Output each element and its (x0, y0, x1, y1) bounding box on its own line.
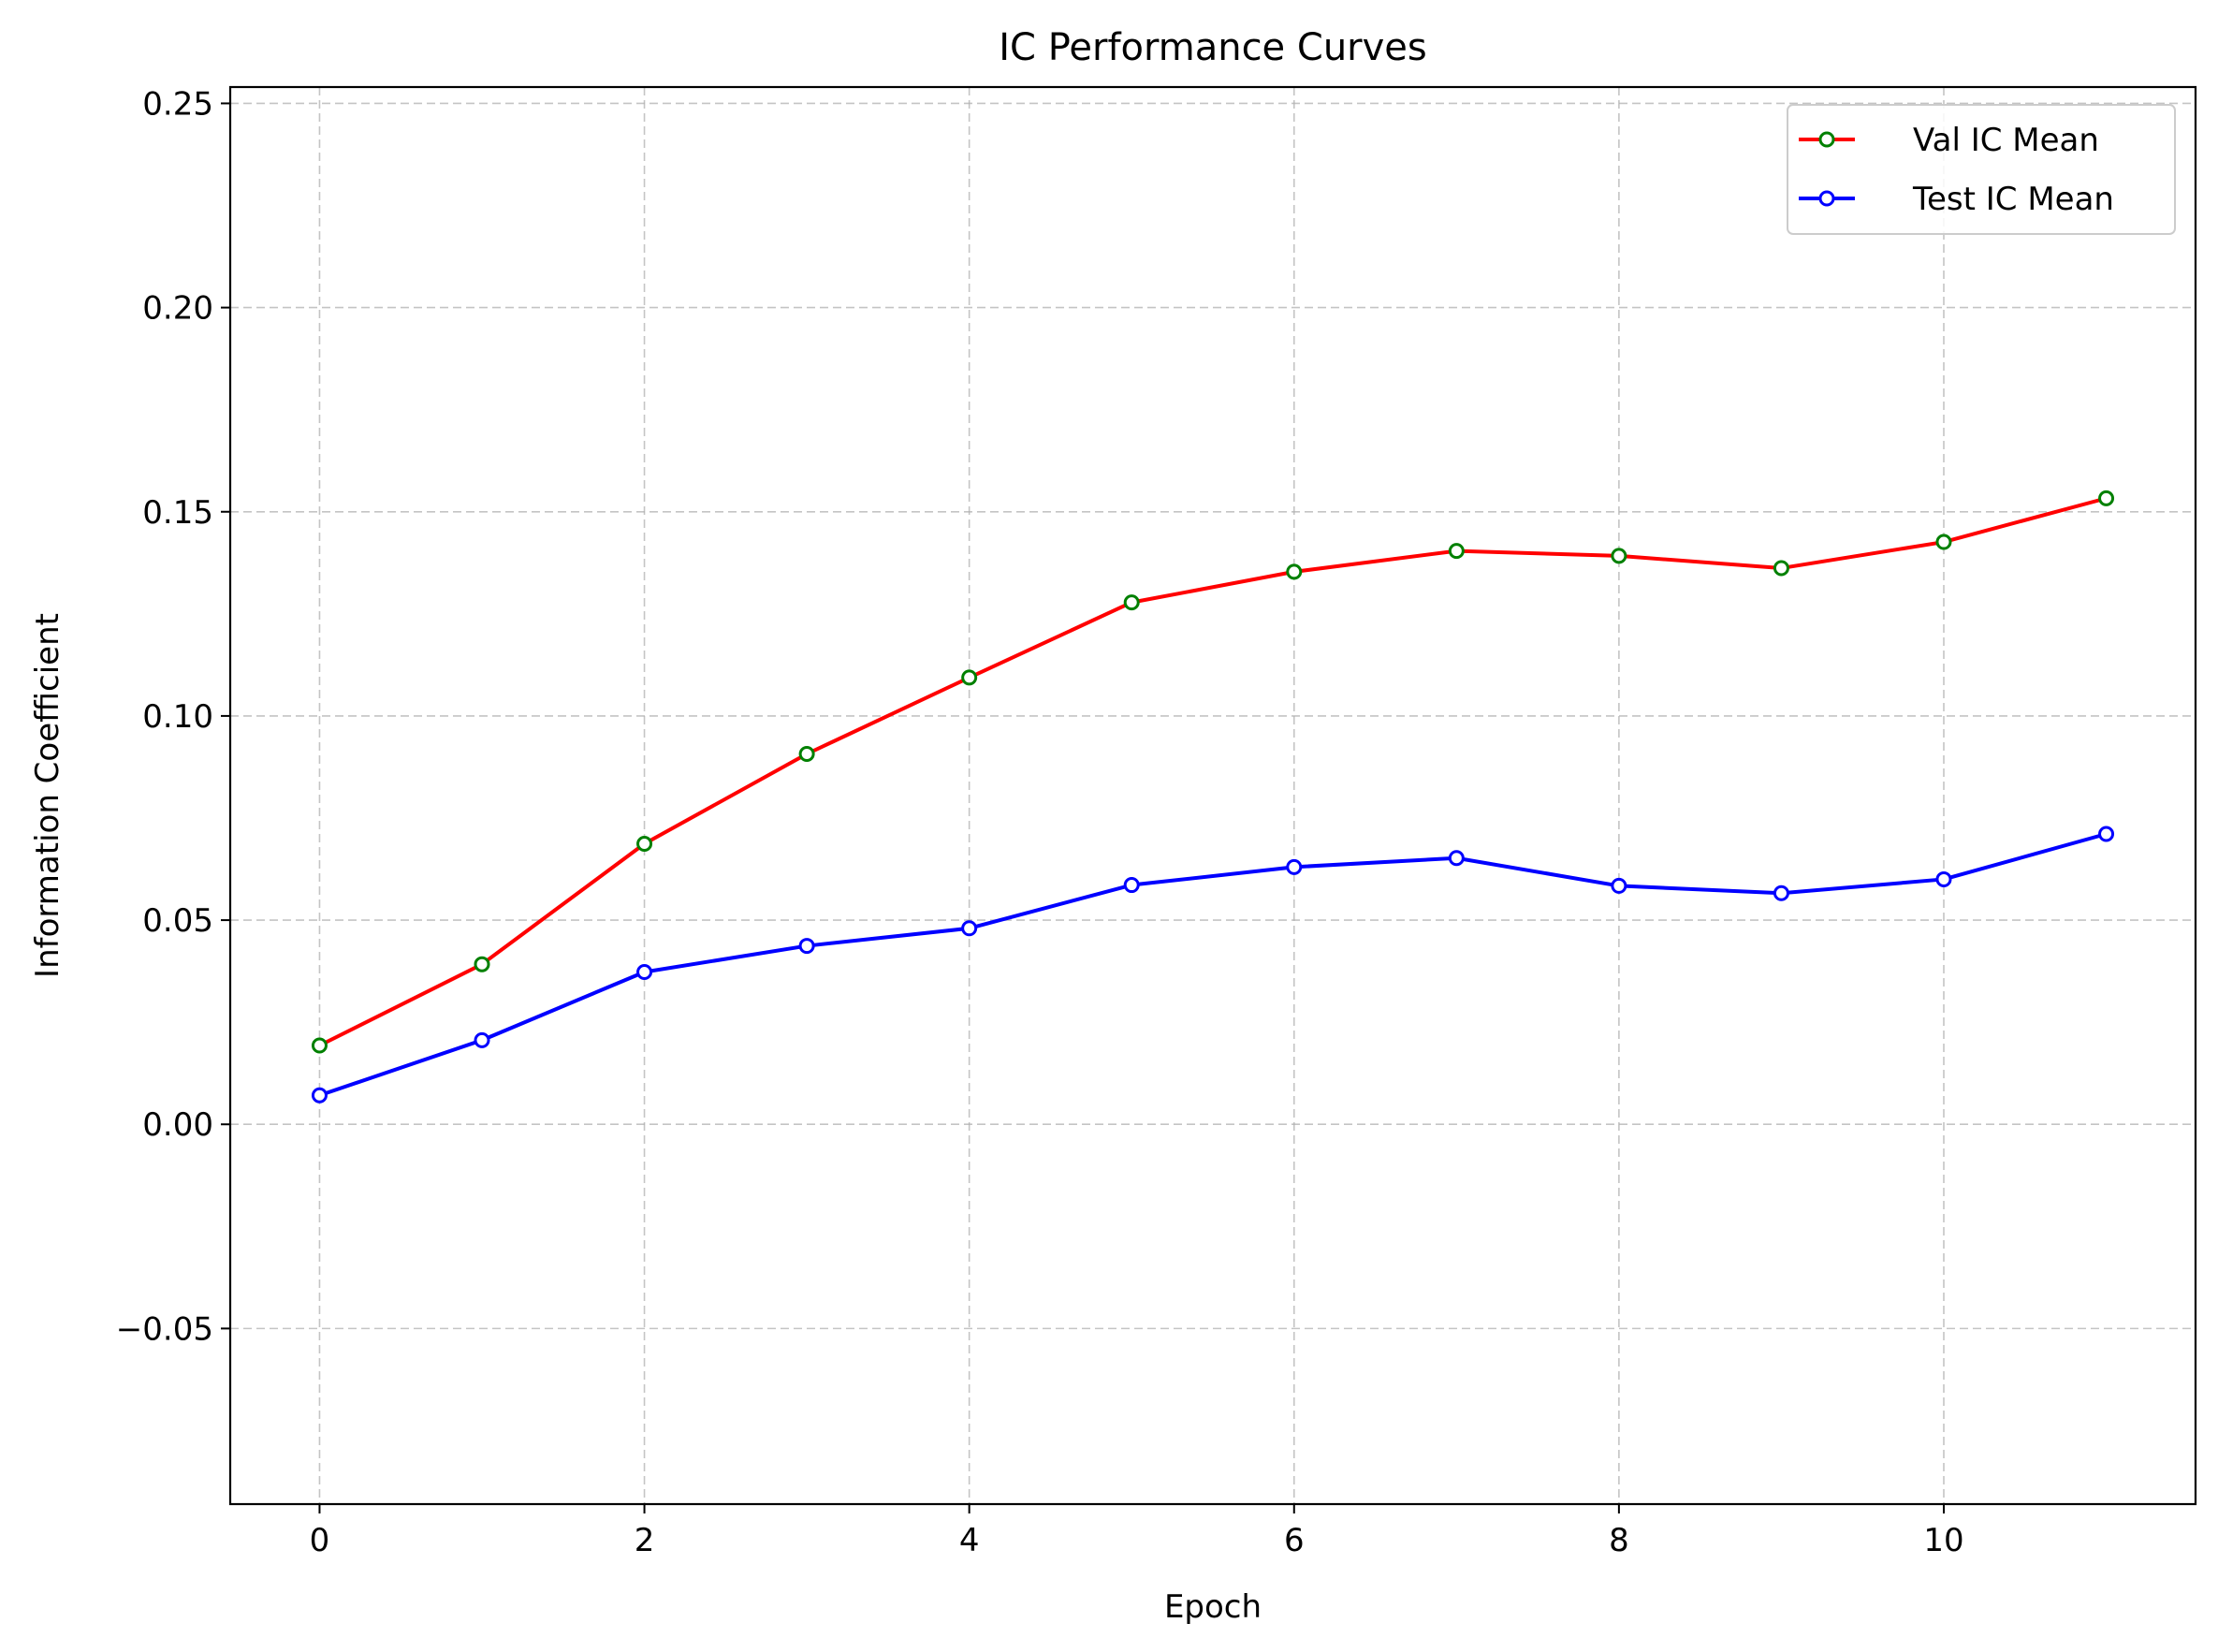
data-point-val (1611, 548, 1627, 564)
x-tick-label: 0 (310, 1522, 330, 1559)
data-point-val (474, 956, 490, 972)
legend-marker-test (1818, 190, 1835, 207)
x-tick-label: 4 (959, 1522, 980, 1559)
x-tick-label: 10 (1923, 1522, 1963, 1559)
y-tick-label: 0.20 (142, 290, 213, 328)
y-tick-label: 0.25 (142, 85, 213, 123)
data-point-test (2098, 826, 2115, 842)
data-point-val (798, 745, 815, 762)
y-tick-label: −0.05 (116, 1310, 213, 1348)
legend: Val IC Mean Test IC Mean (1787, 104, 2176, 235)
grid-lines (230, 87, 2196, 1504)
series-test (311, 826, 2115, 1104)
data-point-val (1286, 563, 1303, 580)
legend-label-val: Val IC Mean (1913, 122, 2099, 159)
axis-ticks: 0 2 4 6 8 10 −0.05 0.00 0.05 0.10 0.15 0.20 0.25 (116, 85, 1964, 1559)
chart-title: IC Performance Curves (999, 26, 1426, 69)
legend-label-test: Test IC Mean (1912, 181, 2114, 218)
data-point-test (1123, 877, 1140, 894)
series-layer (311, 490, 2115, 1104)
data-point-test (636, 963, 653, 980)
series-val (311, 490, 2115, 1054)
data-point-test (1935, 870, 1952, 887)
x-tick-label: 6 (1284, 1522, 1305, 1559)
series-line-val (318, 496, 2108, 1047)
legend-box (1787, 104, 2176, 235)
data-point-val (636, 835, 653, 852)
series-line-test (318, 832, 2108, 1098)
data-point-test (798, 938, 815, 955)
data-point-val (311, 1037, 328, 1054)
data-point-test (1611, 877, 1627, 894)
data-point-val (1935, 534, 1952, 550)
y-axis-label: Information Coefficient (29, 613, 66, 978)
data-point-test (1286, 858, 1303, 875)
data-point-test (474, 1031, 490, 1048)
data-point-val (1773, 560, 1789, 577)
data-point-test (961, 920, 978, 937)
legend-marker-val (1818, 131, 1835, 148)
data-point-val (1123, 594, 1140, 611)
x-axis-label: Epoch (1164, 1588, 1262, 1626)
data-point-test (311, 1087, 328, 1104)
plot-area-frame (228, 85, 2197, 1506)
data-point-val (2098, 490, 2115, 506)
y-tick-label: 0.15 (142, 494, 213, 532)
legend-entry-test: Test IC Mean (1799, 181, 2114, 218)
data-point-test (1448, 850, 1465, 867)
data-point-val (1448, 543, 1465, 560)
y-tick-label: 0.00 (142, 1106, 213, 1144)
data-point-val (961, 669, 978, 686)
data-point-test (1773, 884, 1789, 901)
legend-entry-val: Val IC Mean (1799, 122, 2099, 159)
x-tick-label: 2 (635, 1522, 655, 1559)
y-tick-label: 0.10 (142, 698, 213, 736)
y-tick-label: 0.05 (142, 902, 213, 940)
x-tick-label: 8 (1609, 1522, 1629, 1559)
